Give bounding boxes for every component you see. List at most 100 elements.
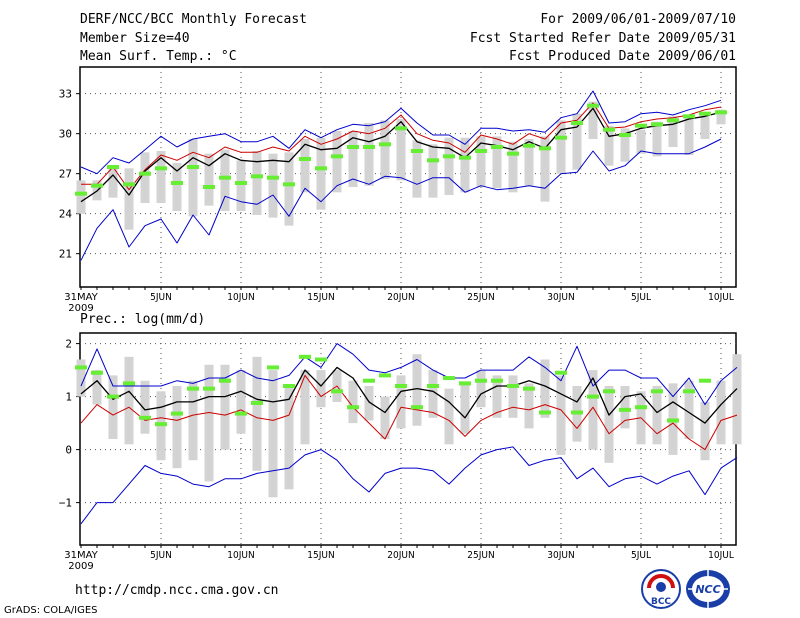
temp-obs-marker [379,142,391,147]
temp-obs-marker [683,114,695,119]
temp-obs-marker [139,171,151,176]
prec-obs-marker [267,365,279,370]
prec-mean-line [80,366,738,424]
prec-spread-box [476,370,486,408]
prec-obs-marker [539,410,551,415]
prec-spread-box [428,370,438,418]
temp-spread-box [684,115,694,155]
source-url[interactable]: http://cmdp.ncc.cma.gov.cn [75,583,279,598]
temp-spread-box [332,131,342,193]
temp-obs-marker [443,154,455,159]
prec-spread-box [348,380,358,424]
temp-spread-box [588,101,598,139]
prec-obs-marker [251,400,263,405]
temp-obs-marker [651,122,663,127]
prec-spread-box [364,386,374,421]
temp-spread-box [76,180,86,214]
temp-spread-box [252,151,262,215]
temp-spread-box [204,153,214,206]
temp-mean-line [80,107,722,203]
temp-spread-box [428,144,438,198]
temp-obs-marker [123,182,135,187]
prec-xtick-label: 15JUN [307,550,334,561]
prec-spread-box [108,375,118,439]
temp-panel: 21 24 27 30 33 5JUN 10JUN 15JUN 20JUN 25JUN 30JUN 5… [59,66,737,314]
start-date: Fcst Started Refer Date 2009/05/31 [469,31,736,46]
temp-obs-marker [219,175,231,180]
temp-obs-marker [315,166,327,171]
prec-obs-marker [699,378,711,383]
prec-obs-marker [475,378,487,383]
temp-min-line [80,138,722,261]
prec-obs-marker [411,405,423,410]
prec-obs-marker [427,384,439,388]
temp-obs-marker [635,123,647,128]
temp-obs-marker [475,149,487,153]
temp-xtick-label: 10JUN [227,292,254,303]
prec-panel-title: Prec.: log(mm/d) [80,312,205,327]
prec-spread-box [316,370,326,408]
prec-ytick-label: 0 [65,444,72,457]
temp-spread-box [716,109,726,125]
temp-obs-marker [251,174,263,179]
temp-spread-box [412,140,422,198]
temp-max-line [80,90,722,175]
prec-spread-box [124,356,134,445]
prec-max-line [80,343,738,406]
prec-spread-box [300,370,310,445]
temp-plot-frame [79,66,737,288]
prec-spread-box [188,380,198,461]
prec-obs-marker [347,405,359,410]
prec-start-label: 31MAY [64,550,98,561]
temp-spread-box [700,116,710,139]
temp-obs-marker [203,185,215,189]
prec-obs-marker [651,389,663,394]
prec-spread-box [284,386,294,490]
temp-spread-box [380,120,390,179]
prec-spread-box [556,375,566,455]
prec-control-line [80,374,738,451]
prec-min-line [80,446,738,525]
temp-spread-box [220,149,230,211]
prec-obs-marker [459,381,471,386]
prec-spread-box [92,370,102,405]
temp-year-label: 2009 [68,303,93,314]
bcc-logo-text: BCC [651,597,671,607]
temp-spread-box [140,152,150,203]
temp-spread-box [460,137,470,193]
prec-obs-marker [187,386,199,391]
temp-spread-box [492,136,502,189]
temp-obs-marker [523,143,535,148]
temp-spread-box [284,152,294,226]
prec-spread-box [236,370,246,434]
prec-obs-marker [571,410,583,415]
prec-obs-marker [203,386,215,391]
prec-xtick-label: 5JUL [631,550,651,561]
prec-spread-box [412,354,422,426]
temp-xtick-label: 15JUN [307,292,334,303]
temp-obs-marker [331,154,343,159]
temp-ytick-label: 21 [59,248,72,261]
temp-spread-box [172,163,182,211]
temp-obs-marker [603,127,615,132]
prec-obs-marker [171,411,183,416]
temp-spread-box [620,128,630,162]
prec-obs-marker [299,354,311,359]
temp-obs-marker [171,181,183,185]
prec-spread-box [732,354,742,445]
prec-spread-box [140,380,150,434]
temp-obs-marker [571,121,583,125]
temp-spread-box [636,129,646,154]
temp-obs-marker [619,133,631,137]
temp-spread-box [300,139,310,193]
temp-obs-marker [699,111,711,116]
prec-spread-box [604,386,614,463]
temp-spread-box [556,120,566,174]
prec-obs-marker [123,381,135,386]
bcc-logo: BCC [641,569,681,609]
temp-ytick-label: 33 [59,88,72,101]
prec-xtick-label: 10JUN [227,550,254,561]
temp-spread-box [652,121,662,157]
prec-ytick-label: −1 [59,497,72,510]
prec-spread-box [252,356,262,471]
